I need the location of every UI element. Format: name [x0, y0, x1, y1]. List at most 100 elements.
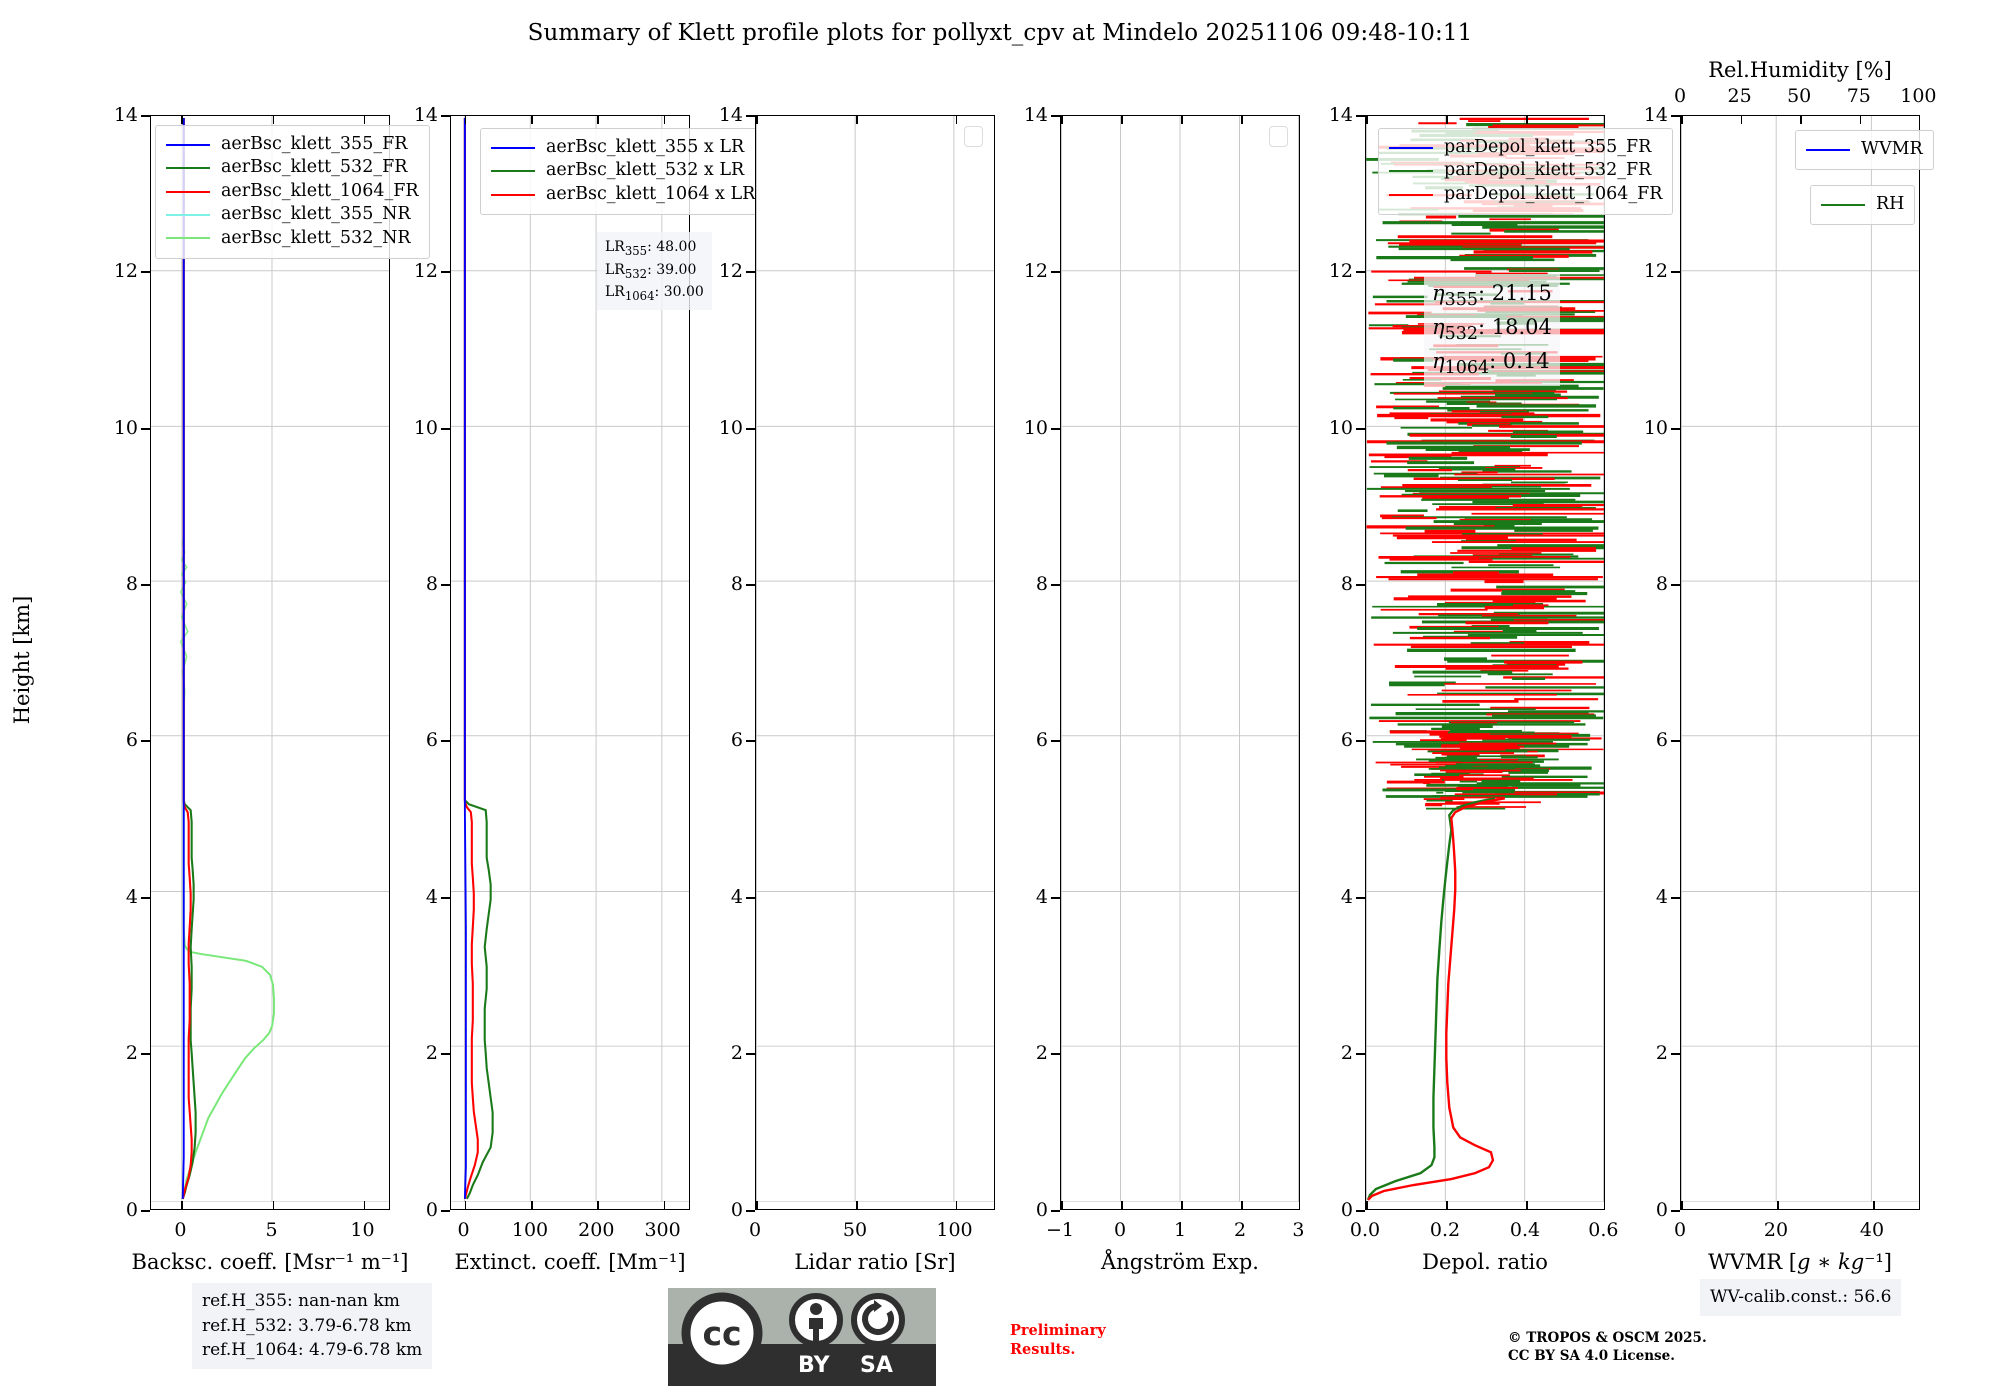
legend-extinction[interactable]: aerBsc_klett_355 x LR aerBsc_klett_532 x… [480, 128, 767, 216]
y-tick-10: 10 [1643, 417, 1668, 439]
ref-h-355: ref.H_355: nan-nan km [202, 1291, 400, 1311]
top-axis-title-rh: Rel.Humidity [%] [1708, 58, 1892, 82]
legend-label: aerBsc_klett_355_FR [221, 134, 408, 154]
lr-532-row: LR532: 39.00 [605, 261, 697, 281]
x-tick-ae-1: 1 [1173, 1219, 1187, 1241]
eta-value: 18.04 [1491, 315, 1552, 340]
legend-label: aerBsc_klett_532_NR [221, 227, 411, 248]
y-tick-4: 4 [425, 886, 438, 908]
y-tick-14: 14 [113, 104, 138, 126]
y-tick-0: 0 [1035, 1199, 1048, 1221]
empty-legend-placeholder [964, 126, 983, 147]
ref-h-532: ref.H_532: 3.79-6.78 km [202, 1315, 412, 1336]
y-tick-4: 4 [1035, 886, 1048, 908]
y-tick-10: 10 [1328, 417, 1353, 439]
legend-swatch-pd532 [1389, 170, 1433, 173]
angstrom-grid [1061, 116, 1299, 1202]
backscatter-series [151, 116, 389, 1202]
y-tick-12: 12 [1023, 260, 1048, 282]
depol-eta-annotation: η355: 21.15 η532: 18.04 η1064: 0.14 [1424, 274, 1560, 387]
x-axis-title-angstrom: Ångström Exp. [1101, 1250, 1259, 1274]
y-tick-10: 10 [1023, 417, 1048, 439]
legend-swatch-532fr [166, 167, 210, 170]
y-tick-6: 6 [425, 729, 438, 751]
legend-label: parDepol_klett_1064_FR [1444, 183, 1663, 204]
x-axis-title-lidar-ratio: Lidar ratio [Sr] [794, 1250, 956, 1274]
x-tick-wv-0: 0 [1673, 1219, 1687, 1241]
y-tick-6: 6 [1340, 729, 1353, 751]
x-tick-wv-20: 20 [1763, 1219, 1789, 1241]
y-axis-title: Height [km] [10, 595, 34, 725]
legend-backscatter[interactable]: aerBsc_klett_355_FR aerBsc_klett_532_FR … [155, 125, 430, 260]
legend-item[interactable]: parDepol_klett_532_FR [1389, 159, 1662, 182]
legend-item[interactable]: RH [1821, 193, 1904, 216]
legend-item[interactable]: aerBsc_klett_532 x LR [491, 159, 755, 182]
y-tick-12: 12 [113, 260, 138, 282]
cc-badge-by-label: BY [798, 1353, 830, 1378]
legend-item[interactable]: aerBsc_klett_532_NR [166, 227, 419, 250]
legend-rh[interactable]: RH [1810, 185, 1916, 226]
eta-value: 21.15 [1491, 281, 1552, 305]
x-tick-ae-0: 0 [1113, 1219, 1127, 1241]
plot-area-backscatter[interactable] [150, 115, 390, 1210]
x-tick-ext-100: 100 [511, 1219, 549, 1241]
legend-swatch-pd355 [1389, 146, 1433, 149]
x-tick-ext-200: 200 [578, 1219, 615, 1241]
y-tick-2: 2 [730, 1042, 743, 1064]
legend-swatch-rh [1821, 203, 1865, 206]
eta-532-row: η532: 18.04 [1432, 315, 1552, 345]
y-tick-6: 6 [1035, 729, 1048, 751]
eta-symbol: η [1432, 315, 1445, 340]
plot-area-angstrom[interactable] [1060, 115, 1300, 1210]
legend-swatch-355nr [166, 214, 210, 217]
legend-label: RH [1876, 194, 1905, 214]
legend-wvmr[interactable]: WVMR [1795, 130, 1934, 171]
wvmr-grid [1681, 116, 1919, 1202]
y-tick-8: 8 [1035, 573, 1048, 595]
legend-item[interactable]: aerBsc_klett_1064 x LR [491, 183, 755, 206]
legend-label: aerBsc_klett_1064_FR [221, 180, 419, 201]
plot-area-lidar-ratio[interactable] [755, 115, 995, 1210]
legend-item[interactable]: aerBsc_klett_1064_FR [166, 180, 419, 203]
top-tick-rh-100: 100 [1900, 85, 1937, 107]
eta-value: 0.14 [1502, 349, 1550, 374]
y-tick-8: 8 [1655, 573, 1668, 595]
y-tick-14: 14 [1023, 104, 1048, 126]
lr-355-row: LR355: 48.00 [605, 239, 697, 258]
panel-backscatter: 0 2 4 6 8 10 12 14 0 5 10 Backsc. coeff.… [114, 104, 409, 1274]
legend-item[interactable]: aerBsc_klett_355_NR [166, 203, 419, 226]
eta-1064-row: η1064: 0.14 [1432, 349, 1550, 379]
eta-symbol: η [1432, 349, 1445, 374]
cc-by-sa-badge[interactable]: cc BY SA [668, 1288, 936, 1386]
y-tick-0: 0 [1340, 1199, 1353, 1221]
preliminary-line-1: Preliminary [1010, 1322, 1106, 1339]
legend-swatch-355lr [491, 146, 535, 149]
legend-item[interactable]: WVMR [1806, 138, 1923, 161]
eta-subscript: 1064 [1444, 358, 1490, 379]
legend-item[interactable]: aerBsc_klett_355 x LR [491, 136, 755, 159]
x-tick-ae-2: 2 [1233, 1219, 1247, 1241]
y-tick-10: 10 [113, 417, 138, 439]
y-tick-14: 14 [1643, 104, 1668, 126]
legend-depol-ratio[interactable]: parDepol_klett_355_FR parDepol_klett_532… [1378, 128, 1674, 216]
y-tick-14: 14 [718, 104, 743, 126]
y-tick-0: 0 [425, 1199, 438, 1221]
legend-item[interactable]: aerBsc_klett_532_FR [166, 156, 419, 179]
top-tick-rh-75: 75 [1846, 85, 1871, 107]
x-tick-dp-06: 0.6 [1588, 1219, 1619, 1241]
legend-label: parDepol_klett_532_FR [1444, 160, 1652, 181]
x-tick-dp-00: 0.0 [1349, 1219, 1381, 1241]
y-tick-6: 6 [125, 729, 138, 751]
legend-item[interactable]: parDepol_klett_355_FR [1389, 136, 1662, 159]
legend-item[interactable]: parDepol_klett_1064_FR [1389, 183, 1662, 206]
plot-area-wvmr[interactable] [1680, 115, 1920, 1210]
legend-item[interactable]: aerBsc_klett_355_FR [166, 133, 419, 156]
copyright-line-2: CC BY SA 4.0 License. [1508, 1347, 1675, 1364]
cc-badge-glyphs: cc [681, 1292, 905, 1374]
svg-text:cc: cc [702, 1314, 741, 1353]
legend-swatch-355fr [166, 143, 210, 146]
y-tick-2: 2 [125, 1042, 138, 1064]
lr-symbol: LR [605, 239, 625, 255]
copyright-line-1: © TROPOS & OSCM 2025. [1508, 1330, 1707, 1346]
